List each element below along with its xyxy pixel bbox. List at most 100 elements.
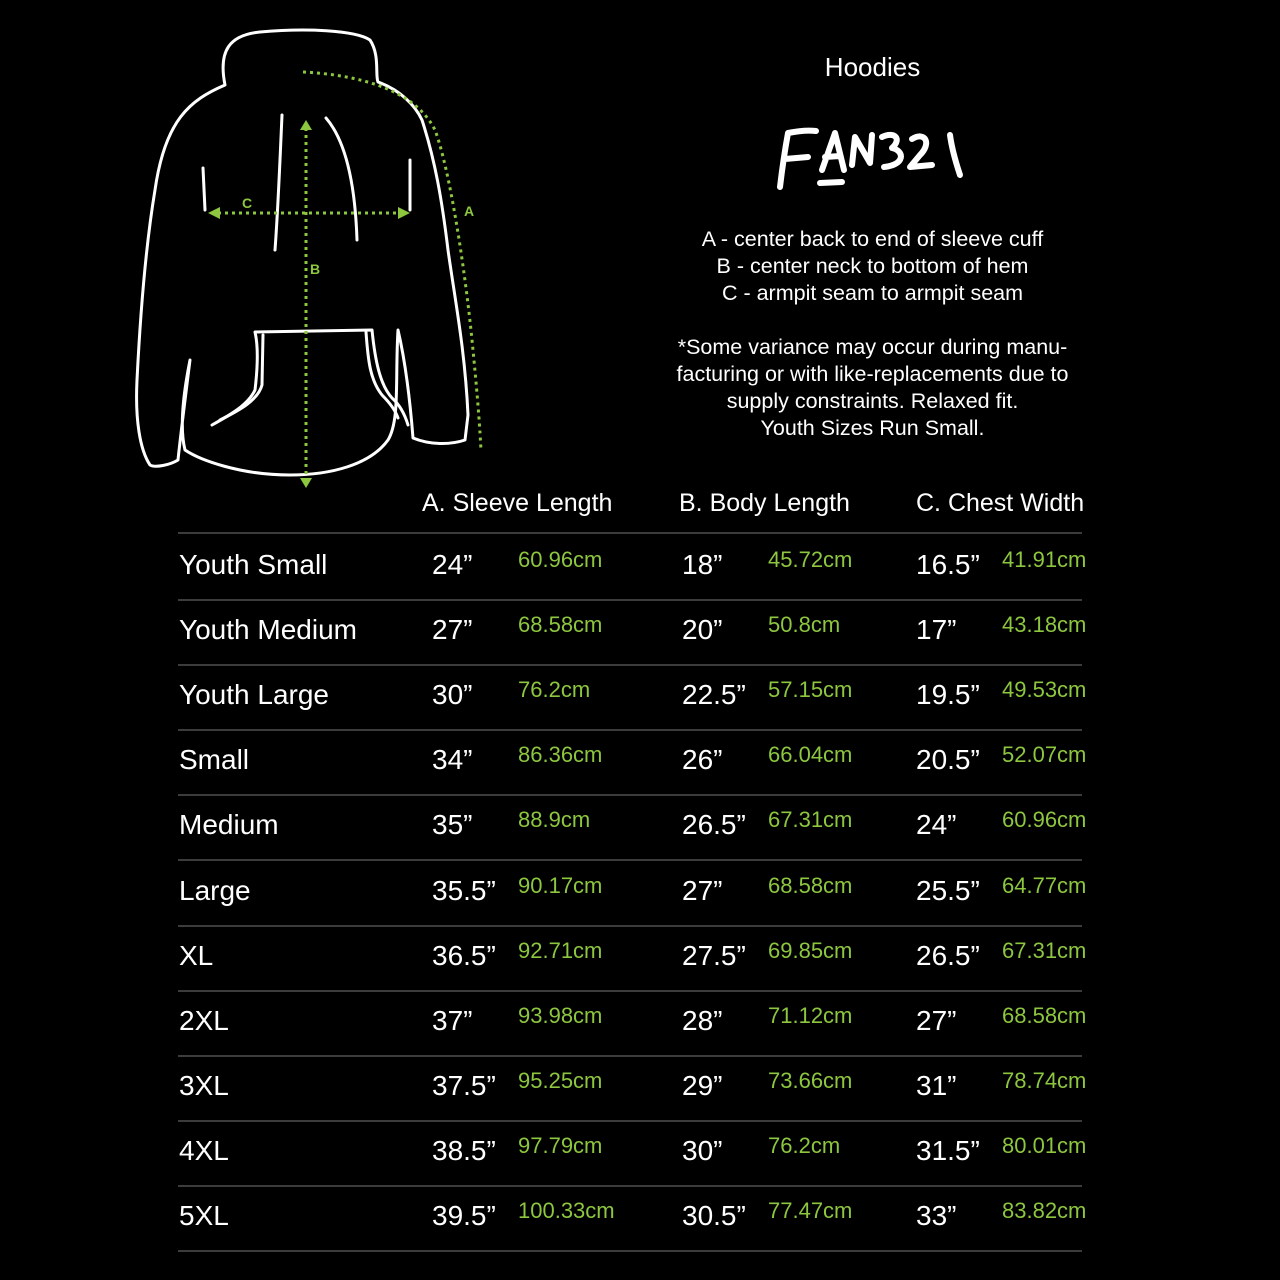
cell-a-in: 38.5” bbox=[432, 1134, 496, 1166]
pocket-outline bbox=[210, 328, 410, 427]
cell-size: Medium bbox=[179, 809, 279, 841]
cell-b-in: 20” bbox=[682, 614, 723, 646]
page-title: Hoodies bbox=[824, 52, 921, 82]
cell-size: Small bbox=[179, 744, 250, 776]
cell-size: 2XL bbox=[179, 1004, 229, 1036]
row-divider bbox=[178, 1250, 1082, 1252]
cell-c-in: 31.5” bbox=[916, 1134, 980, 1166]
cell-size: XL bbox=[179, 939, 214, 971]
cell-a-cm: 76.2cm bbox=[518, 677, 591, 703]
cell-a-cm: 97.79cm bbox=[518, 1132, 603, 1158]
cell-b-in: 30.5” bbox=[682, 1200, 746, 1231]
cell-a-cm: 90.17cm bbox=[518, 872, 603, 898]
table-row: Medium 35” 88.9cm 26.5” 67.31cm 24” 60.96cm bbox=[0, 807, 1280, 876]
arrow-right-icon bbox=[398, 207, 410, 219]
note-line: supply constraints. Relaxed fit. bbox=[726, 389, 1019, 413]
row-divider bbox=[178, 924, 1082, 927]
cell-c-cm: 43.18cm bbox=[1002, 612, 1087, 638]
table-row: Youth Medium 27” 68.58cm 20” 50.8cm 17” 43.18c… bbox=[0, 612, 1280, 681]
table-row: Large 35.5” 90.17cm 27” 68.58cm 25.5” 64.77cm bbox=[0, 873, 1280, 942]
cell-c-cm: 68.58cm bbox=[1002, 1002, 1087, 1028]
cell-size: Youth Small bbox=[179, 549, 328, 580]
cell-size: 4XL bbox=[179, 1134, 229, 1166]
cell-c-in: 26.5” bbox=[916, 939, 980, 971]
cell-c-in: 24” bbox=[916, 809, 957, 841]
cell-b-cm: 45.72cm bbox=[768, 547, 853, 572]
cell-b-cm: 57.15cm bbox=[768, 677, 853, 703]
hoodie-outline bbox=[135, 28, 470, 477]
cell-b-in: 28” bbox=[682, 1004, 723, 1036]
cell-b-cm: 73.66cm bbox=[768, 1067, 853, 1093]
drawstring-right bbox=[324, 116, 359, 242]
cell-b-cm: 71.12cm bbox=[768, 1002, 853, 1028]
cell-c-in: 27” bbox=[916, 1004, 957, 1036]
measurement-definitions: A - center back to end of sleeve cuff B … bbox=[600, 226, 1145, 307]
cell-a-cm: 60.96cm bbox=[518, 547, 603, 572]
cell-a-in: 35” bbox=[432, 809, 473, 841]
cell-c-cm: 80.01cm bbox=[1002, 1132, 1087, 1158]
definition-c: C - armpit seam to armpit seam bbox=[721, 281, 1024, 305]
cell-b-cm: 69.85cm bbox=[768, 937, 853, 963]
cell-c-cm: 49.53cm bbox=[1002, 677, 1087, 703]
cell-a-in: 34” bbox=[432, 744, 473, 776]
row-divider bbox=[178, 989, 1082, 992]
cell-a-in: 35.5” bbox=[432, 874, 496, 906]
arrow-left-icon bbox=[208, 207, 220, 219]
header-divider bbox=[178, 532, 1082, 534]
header-body-length: B. Body Length bbox=[679, 489, 850, 517]
table-row: 5XL 39.5” 100.33cm 30.5” 77.47cm 33” 83.82cm bbox=[0, 1198, 1280, 1267]
measure-line-a bbox=[302, 70, 483, 452]
note-line: *Some variance may occur during manu- bbox=[677, 335, 1068, 359]
label-b: B bbox=[310, 261, 320, 277]
cell-size: Large bbox=[179, 874, 251, 906]
cell-a-in: 39.5” bbox=[432, 1200, 496, 1231]
table-row: Youth Large 30” 76.2cm 22.5” 57.15cm 19.5” 49.… bbox=[0, 677, 1280, 746]
header-sleeve-length: A. Sleeve Length bbox=[422, 489, 613, 517]
cell-c-in: 20.5” bbox=[916, 744, 980, 776]
cell-a-in: 27” bbox=[432, 614, 473, 646]
table-row: XL 36.5” 92.71cm 27.5” 69.85cm 26.5” 67.31cm bbox=[0, 938, 1280, 1007]
definition-a: A - center back to end of sleeve cuff bbox=[701, 227, 1044, 251]
cell-b-cm: 66.04cm bbox=[768, 742, 853, 768]
cell-c-cm: 67.31cm bbox=[1002, 937, 1087, 963]
definition-b: B - center neck to bottom of hem bbox=[716, 254, 1029, 278]
row-divider bbox=[178, 794, 1082, 797]
cell-b-in: 26.5” bbox=[682, 809, 746, 841]
cell-a-in: 37” bbox=[432, 1004, 473, 1036]
cell-b-in: 18” bbox=[682, 549, 723, 580]
row-divider bbox=[178, 599, 1082, 601]
cell-c-in: 25.5” bbox=[916, 874, 980, 906]
cell-size: 3XL bbox=[179, 1069, 229, 1101]
arrow-down-icon bbox=[300, 478, 312, 488]
cell-a-in: 36.5” bbox=[432, 939, 496, 971]
cell-a-in: 37.5” bbox=[432, 1069, 496, 1101]
drawstring-left bbox=[273, 113, 284, 252]
note-line: facturing or with like-replacements due … bbox=[676, 362, 1069, 386]
row-divider bbox=[178, 1054, 1082, 1057]
cell-c-cm: 41.91cm bbox=[1002, 547, 1087, 572]
cell-a-cm: 100.33cm bbox=[518, 1198, 615, 1223]
label-a: A bbox=[464, 203, 474, 219]
cell-b-cm: 76.2cm bbox=[768, 1132, 841, 1158]
cell-c-in: 17” bbox=[916, 614, 957, 646]
cell-b-cm: 50.8cm bbox=[768, 612, 841, 638]
table-row: 3XL 37.5” 95.25cm 29” 73.66cm 31” 78.74cm bbox=[0, 1068, 1280, 1137]
arrow-up-icon bbox=[300, 120, 312, 130]
table-row: Youth Small 24” 60.96cm 18” 45.72cm 16.5” 41.9… bbox=[0, 547, 1280, 616]
cell-b-in: 26” bbox=[682, 744, 723, 776]
table-row: Small 34” 86.36cm 26” 66.04cm 20.5” 52.07cm bbox=[0, 742, 1280, 811]
cell-size: 5XL bbox=[179, 1200, 229, 1231]
cell-c-in: 16.5” bbox=[916, 549, 980, 580]
cell-c-in: 33” bbox=[916, 1200, 957, 1231]
cell-b-in: 27” bbox=[682, 874, 723, 906]
row-divider bbox=[178, 1119, 1082, 1122]
row-divider bbox=[178, 859, 1082, 862]
cell-c-cm: 64.77cm bbox=[1002, 872, 1087, 898]
cell-a-in: 24” bbox=[432, 549, 473, 580]
variance-note: *Some variance may occur during manu- fa… bbox=[600, 334, 1145, 442]
cell-size: Youth Large bbox=[179, 679, 329, 711]
row-divider bbox=[178, 1184, 1082, 1187]
cell-b-in: 22.5” bbox=[682, 679, 746, 711]
note-line: Youth Sizes Run Small. bbox=[760, 416, 985, 440]
table-row: 4XL 38.5” 97.79cm 30” 76.2cm 31.5” 80.01cm bbox=[0, 1133, 1280, 1202]
